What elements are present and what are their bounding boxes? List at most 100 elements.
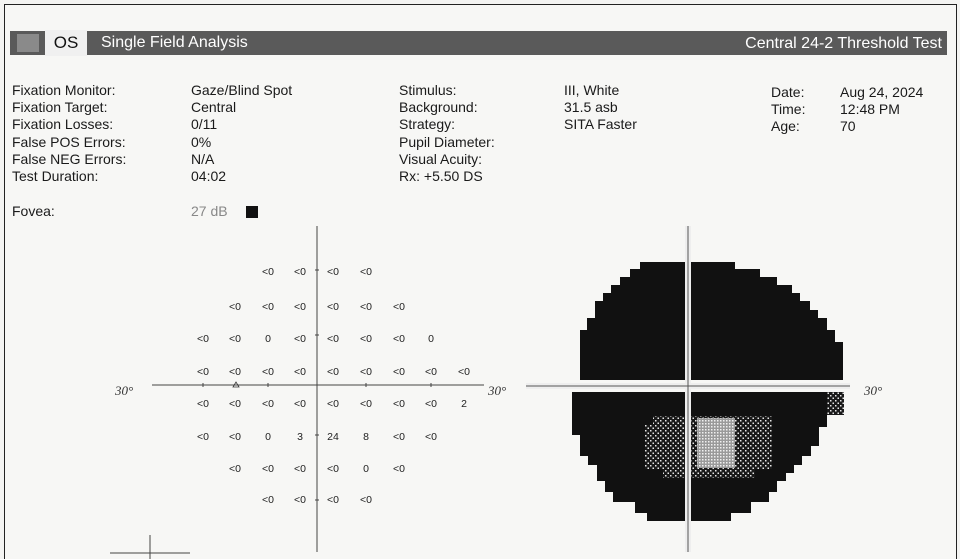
threshold-value: 8 [363, 431, 369, 443]
threshold-value: <0 [262, 494, 274, 506]
threshold-value: <0 [197, 431, 209, 443]
threshold-value: <0 [229, 398, 241, 410]
date-labels: Date: Time: Age: [771, 84, 805, 136]
threshold-value: <0 [327, 463, 339, 475]
fovea-value: 27 dB [191, 203, 228, 219]
threshold-value: <0 [294, 463, 306, 475]
threshold-value: <0 [262, 301, 274, 313]
threshold-value: <0 [393, 431, 405, 443]
info-label: Time: [771, 101, 806, 118]
threshold-value: <0 [262, 398, 274, 410]
threshold-value: <0 [425, 431, 437, 443]
threshold-value: <0 [294, 366, 306, 378]
threshold-value: 3 [297, 431, 303, 443]
fixation-values: Gaze/Blind Spot Central 0/11 0% N/A 04:0… [191, 82, 292, 185]
info-value: 0% [191, 133, 212, 150]
threshold-value: <0 [229, 463, 241, 475]
threshold-value: <0 [294, 333, 306, 345]
info-label: False POS Errors: [12, 133, 126, 150]
threshold-value: <0 [327, 366, 339, 378]
threshold-value: <0 [393, 463, 405, 475]
threshold-value: <0 [360, 366, 372, 378]
threshold-value: 0 [363, 463, 369, 475]
stimulus-values: III, White 31.5 asb SITA Faster [564, 82, 637, 134]
info-value: 31.5 asb [564, 99, 618, 116]
info-value: Central [191, 99, 237, 116]
threshold-value: <0 [327, 301, 339, 313]
threshold-value: <0 [393, 398, 405, 410]
info-label: Strategy: [399, 116, 456, 133]
threshold-value: 0 [265, 333, 271, 345]
info-value: 04:02 [191, 167, 227, 184]
fovea-marker [246, 206, 258, 218]
axis-label-mid: 30° [487, 383, 506, 398]
threshold-value: <0 [229, 431, 241, 443]
info-label: Fixation Monitor: [12, 82, 116, 98]
threshold-value: <0 [229, 366, 241, 378]
threshold-value: <0 [294, 301, 306, 313]
threshold-value: <0 [294, 398, 306, 410]
threshold-value: <0 [197, 333, 209, 345]
threshold-values: <0 <0 <0 <0 <0 <0 <0 <0 <0 <0 <0 <0 0 <0 <0 <0 <0 0 <0 <0 <0… [197, 266, 470, 506]
info-value: 70 [840, 118, 856, 135]
threshold-value: 2 [461, 398, 467, 410]
threshold-value: <0 [393, 333, 405, 345]
threshold-value: <0 [229, 333, 241, 345]
threshold-value: <0 [360, 494, 372, 506]
threshold-value: <0 [262, 463, 274, 475]
info-label: Visual Acuity: [399, 150, 483, 167]
threshold-value: <0 [425, 366, 437, 378]
graytone-plot [526, 226, 850, 552]
info-label: Pupil Diameter: [399, 133, 495, 150]
rx-label: Rx: +5.50 DS [399, 167, 483, 184]
threshold-value: <0 [360, 398, 372, 410]
test-name: Central 24-2 Threshold Test [745, 35, 942, 52]
fixation-labels: Fixation Monitor: Fixation Target: Fixat… [12, 82, 126, 185]
info-label: Date: [771, 84, 805, 100]
info-label: Stimulus: [399, 82, 457, 98]
threshold-value: <0 [262, 366, 274, 378]
threshold-value: 0 [428, 333, 434, 345]
graytone-patch [827, 392, 844, 415]
info-label: False NEG Errors: [12, 150, 127, 167]
info-label: Fixation Target: [12, 99, 108, 116]
info-value: 12:48 PM [840, 101, 900, 118]
threshold-value: <0 [360, 301, 372, 313]
threshold-value: <0 [229, 301, 241, 313]
stimulus-labels: Stimulus: Background: Strategy: Pupil Di… [399, 82, 495, 185]
threshold-value: <0 [360, 266, 372, 278]
threshold-value: <0 [294, 494, 306, 506]
threshold-value: <0 [458, 366, 470, 378]
info-label: Age: [771, 118, 800, 135]
info-value: 0/11 [191, 116, 218, 133]
report-frame [4, 4, 957, 559]
fovea-label: Fovea: [12, 203, 55, 219]
info-value: SITA Faster [564, 116, 637, 133]
threshold-value: <0 [327, 333, 339, 345]
axis-label-right: 30° [863, 383, 882, 398]
info-label: Background: [399, 99, 478, 116]
info-value: III, White [564, 82, 620, 98]
info-value: Gaze/Blind Spot [191, 82, 293, 98]
report-title: Single Field Analysis [101, 34, 248, 51]
graytone-upper-field [580, 262, 843, 380]
info-value: Aug 24, 2024 [840, 84, 924, 100]
threshold-value: <0 [327, 266, 339, 278]
blind-spot-marker [232, 381, 240, 388]
threshold-value: <0 [360, 333, 372, 345]
threshold-value: <0 [197, 366, 209, 378]
axis-label-left: 30° [114, 383, 133, 398]
threshold-value: 0 [265, 431, 271, 443]
date-values: Aug 24, 2024 12:48 PM 70 [840, 84, 923, 136]
eye-label: OS [45, 30, 87, 56]
header-bar [10, 31, 947, 55]
threshold-value: <0 [327, 494, 339, 506]
threshold-value: <0 [327, 398, 339, 410]
threshold-value: <0 [262, 266, 274, 278]
threshold-value: 24 [327, 431, 339, 443]
threshold-value: <0 [197, 398, 209, 410]
info-label: Test Duration: [12, 167, 99, 184]
graytone-sparing-core [697, 418, 735, 468]
info-value: N/A [191, 150, 215, 167]
